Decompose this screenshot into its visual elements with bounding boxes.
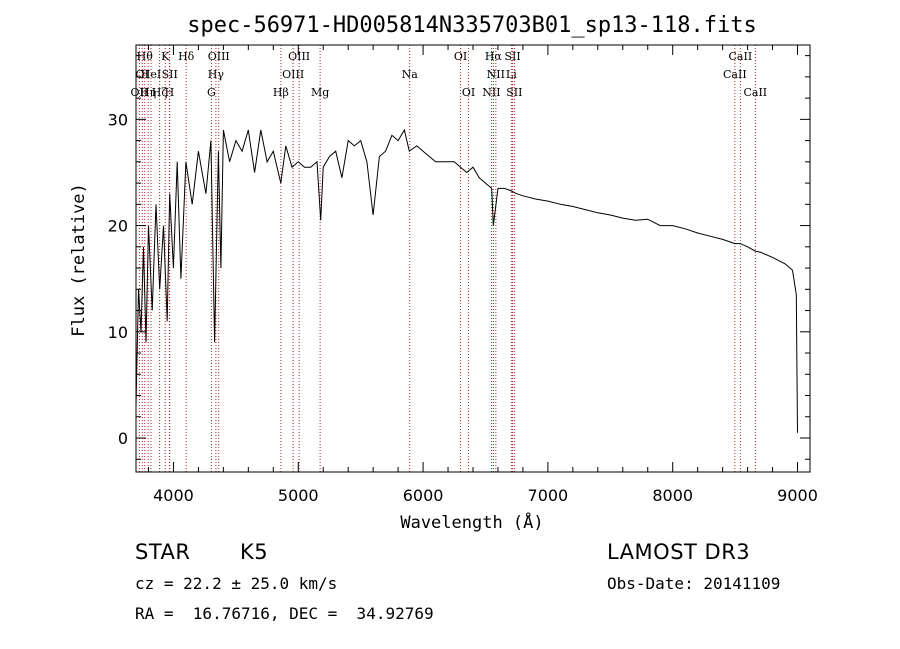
- y-axis-label: Flux (relative): [69, 183, 89, 337]
- line-label-14: OIII: [282, 68, 304, 81]
- plot-frame: [135, 44, 811, 473]
- line-label-0: OII: [131, 86, 149, 99]
- line-label-26: CaII: [723, 68, 747, 81]
- line-label-3: Hη: [140, 86, 156, 99]
- spectrum-series-line: [135, 128, 798, 433]
- redshift-velocity: cz = 22.2 ± 25.0 km/s: [135, 574, 338, 593]
- y-tick-label: 30: [108, 110, 128, 129]
- y-tick-label: 10: [108, 323, 128, 342]
- spectral-line-markers: [138, 45, 756, 472]
- line-label-19: OI: [462, 86, 475, 99]
- observation-date: Obs-Date: 20141109: [607, 574, 781, 593]
- line-label-22: NII: [487, 68, 505, 81]
- line-label-11: Hγ: [208, 68, 225, 81]
- line-label-18: OI: [454, 50, 467, 63]
- x-tick-label: 8000: [652, 486, 693, 505]
- line-label-16: Mg: [311, 86, 329, 99]
- line-label-10: G: [207, 86, 216, 99]
- survey-name: LAMOST DR3: [607, 540, 751, 564]
- y-tick-label: 20: [108, 217, 128, 236]
- line-label-15: OIII: [288, 50, 310, 63]
- line-label-1: OI: [136, 68, 149, 81]
- line-label-6: K: [161, 50, 170, 63]
- x-axis-ticks: 4000 5000 6000 7000 8000 9000: [147, 45, 818, 505]
- y-axis-ticks: 0 10 20 30: [108, 55, 810, 460]
- line-label-12: OIII: [208, 50, 230, 63]
- object-subclass: K5: [240, 540, 269, 564]
- coordinates: RA = 16.76716, DEC = 34.92769: [135, 604, 434, 623]
- line-label-24: SII: [504, 50, 520, 63]
- x-tick-label: 5000: [278, 486, 319, 505]
- x-axis-label: Wavelength (Å): [400, 511, 543, 533]
- line-label-25: SII: [506, 86, 522, 99]
- x-tick-label: 9000: [777, 486, 818, 505]
- line-label-8: SII: [162, 68, 178, 81]
- line-label-21: Hα: [485, 50, 503, 63]
- chart-title: spec-56971-HD005814N335703B01_sp13-118.f…: [187, 13, 757, 38]
- line-label-4: HeI: [141, 68, 161, 81]
- x-tick-label: 7000: [528, 486, 569, 505]
- y-tick-label: 0: [118, 429, 128, 448]
- line-label-27: CaII: [729, 50, 753, 63]
- line-label-23: Li: [506, 68, 517, 81]
- line-label-20: NII: [482, 86, 500, 99]
- line-label-5: Hζ: [152, 86, 168, 99]
- spectral-line-labels: OIIOIHθHηHeIHζKHSIIHδGHγOIIIHβOIIIOIIIMg…: [131, 50, 768, 99]
- object-type: STAR: [135, 540, 191, 564]
- line-label-2: Hθ: [137, 50, 154, 63]
- x-tick-label: 6000: [403, 486, 444, 505]
- line-label-17: Na: [402, 68, 419, 81]
- line-label-13: Hβ: [273, 86, 289, 99]
- line-label-9: Hδ: [178, 50, 195, 63]
- line-label-28: CaII: [743, 86, 767, 99]
- line-label-7: H: [165, 86, 175, 99]
- x-tick-label: 4000: [153, 486, 194, 505]
